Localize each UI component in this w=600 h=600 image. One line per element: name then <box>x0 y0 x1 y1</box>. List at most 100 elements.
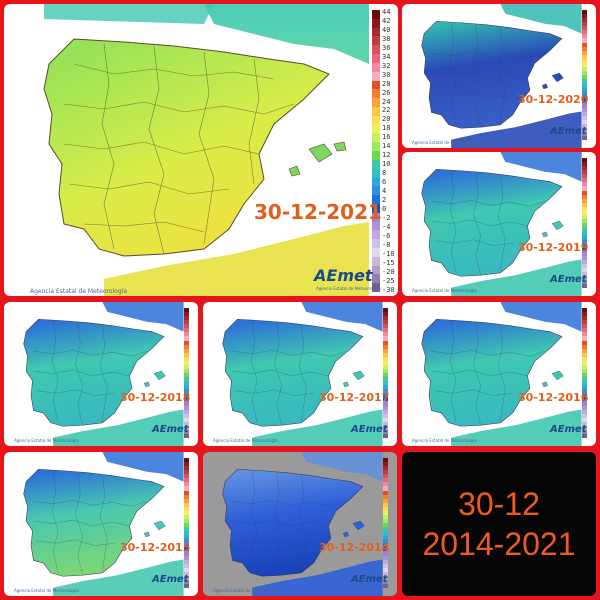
scale-color-cell <box>582 127 587 132</box>
scale-color-cell <box>383 405 388 410</box>
scale-color-cell <box>184 360 189 365</box>
scale-color-cell <box>383 466 388 471</box>
temperature-color-scale <box>383 308 388 438</box>
scale-color-cell <box>372 142 380 151</box>
scale-color-cell <box>582 38 587 43</box>
scale-color-cell <box>383 348 388 353</box>
scale-color-cell <box>383 377 388 382</box>
scale-color-cell <box>383 340 388 345</box>
scale-color-cell <box>383 482 388 487</box>
scale-tick-label: 42 <box>382 16 391 25</box>
date-label-2018: 30-12-2018 <box>120 391 191 404</box>
scale-color-cell <box>184 421 189 426</box>
scale-color-cell <box>582 166 587 171</box>
scale-color-cell <box>383 344 388 349</box>
scale-color-cell <box>582 267 587 272</box>
scale-color-cell <box>184 486 189 491</box>
scale-color-cell <box>372 203 380 213</box>
scale-color-cell <box>184 320 189 325</box>
scale-color-cell <box>383 308 388 313</box>
scale-color-cell <box>372 247 380 257</box>
scale-color-cell <box>383 523 388 528</box>
scale-color-cell <box>184 514 189 519</box>
scale-color-cell <box>184 506 189 511</box>
scale-color-cell <box>582 18 587 23</box>
scale-color-cell <box>582 58 587 63</box>
scale-color-cell <box>582 312 587 317</box>
scale-color-cell <box>184 531 189 536</box>
scale-tick-label: -15 <box>382 258 395 267</box>
temperature-map-2019 <box>421 152 582 296</box>
scale-color-cell <box>184 308 189 313</box>
scale-color-cell <box>184 348 189 353</box>
aemet-logo: AEmet <box>152 574 189 585</box>
scale-color-cell <box>582 26 587 31</box>
scale-color-cell <box>184 332 189 337</box>
scale-tick-label: -25 <box>382 276 395 285</box>
scale-color-cell <box>383 429 388 434</box>
scale-color-cell <box>383 458 388 463</box>
scale-color-cell <box>184 433 189 438</box>
scale-color-cell <box>184 385 189 390</box>
scale-color-cell <box>582 227 587 232</box>
scale-color-cell <box>582 75 587 80</box>
scale-tick-label: 26 <box>382 88 391 97</box>
scale-color-cell <box>372 54 380 63</box>
scale-color-cell <box>582 174 587 179</box>
scale-color-cell <box>582 243 587 248</box>
aemet-logo: AEmet <box>314 266 372 285</box>
scale-color-cell <box>582 194 587 199</box>
scale-tick-label: 16 <box>382 133 391 142</box>
summary-years: 2014-2021 <box>422 526 576 562</box>
scale-color-cell <box>582 91 587 96</box>
scale-color-cell <box>582 50 587 55</box>
scale-color-cell <box>383 425 388 430</box>
scale-color-cell <box>372 221 380 231</box>
date-label-2016: 30-12-2016 <box>518 391 589 404</box>
scale-color-cell <box>184 539 189 544</box>
scale-color-cell <box>372 159 380 169</box>
scale-color-cell <box>372 283 380 292</box>
scale-color-cell <box>582 316 587 321</box>
scale-color-cell <box>582 22 587 27</box>
scale-color-cell <box>184 555 189 560</box>
scale-color-cell <box>383 352 388 357</box>
scale-color-cell <box>383 551 388 556</box>
scale-color-cell <box>383 474 388 479</box>
scale-color-cell <box>383 571 388 576</box>
scale-color-cell <box>383 563 388 568</box>
scale-color-cell <box>184 324 189 329</box>
scale-color-cell <box>582 263 587 268</box>
scale-color-cell <box>582 83 587 88</box>
scale-color-cell <box>582 352 587 357</box>
scale-tick-label: 38 <box>382 34 391 43</box>
scale-color-cell <box>582 344 587 349</box>
temperature-map-2020 <box>421 4 582 148</box>
scale-color-cell <box>383 527 388 532</box>
iberia-landmass <box>43 38 330 257</box>
scale-color-cell <box>383 535 388 540</box>
scale-color-cell <box>372 62 380 72</box>
scale-color-cell <box>372 274 380 284</box>
scale-color-cell <box>582 340 587 345</box>
scale-color-cell <box>372 186 380 196</box>
scale-tick-label: -20 <box>382 267 395 276</box>
scale-color-cell <box>582 135 587 140</box>
scale-color-cell <box>582 218 587 223</box>
scale-color-cell <box>582 417 587 422</box>
scale-color-cell <box>582 119 587 124</box>
scale-color-cell <box>372 10 380 19</box>
scale-color-cell <box>184 547 189 552</box>
temperature-color-scale <box>184 308 189 438</box>
scale-color-cell <box>582 364 587 369</box>
scale-color-cell <box>582 320 587 325</box>
scale-color-cell <box>383 547 388 552</box>
scale-color-cell <box>582 131 587 136</box>
agency-name: Agencia Estatal de Meteorología <box>14 438 79 443</box>
map-panel-2015: 30-12-2015 AEmet Agencia Estatal de Meteor… <box>4 452 198 596</box>
temperature-color-scale <box>372 10 380 292</box>
scale-color-cell <box>383 462 388 467</box>
scale-color-cell <box>383 316 388 321</box>
scale-color-cell <box>184 340 189 345</box>
scale-color-cell <box>582 259 587 264</box>
